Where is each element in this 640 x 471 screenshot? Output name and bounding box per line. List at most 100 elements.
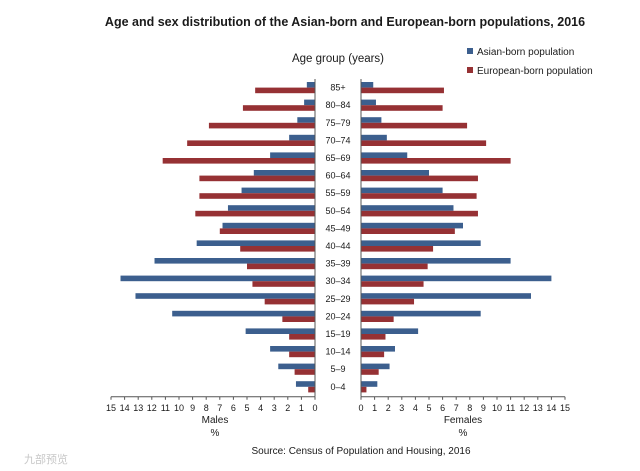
legend-label-asian: Asian-born population (477, 47, 574, 58)
bar-asian-male (306, 82, 315, 88)
bar-asian-male (253, 170, 315, 176)
bar-european-male (219, 228, 315, 234)
males-tick-label: 6 (231, 403, 236, 413)
females-tick-label: 10 (492, 403, 502, 413)
bar-european-male (208, 122, 315, 129)
bar-european-female (361, 334, 386, 340)
age-group-label: 15–19 (325, 329, 350, 339)
bar-asian-female (361, 240, 481, 246)
bar-asian-female (361, 222, 463, 229)
age-group-label: 50–54 (325, 206, 350, 216)
bar-european-male (199, 175, 315, 182)
males-tick-label: 7 (217, 403, 222, 413)
females-tick-label: 14 (546, 403, 556, 413)
females-axis-unit: % (459, 428, 468, 439)
legend-swatch-asian (467, 48, 473, 54)
bar-asian-female (361, 328, 419, 334)
bar-asian-male (270, 152, 315, 158)
bar-european-female (361, 386, 367, 393)
chart-title: Age and sex distribution of the Asian-bo… (105, 15, 585, 29)
age-group-label: 40–44 (325, 241, 350, 251)
males-tick-label: 14 (120, 403, 130, 413)
age-group-label: 60–64 (325, 171, 350, 181)
bar-asian-female (361, 170, 429, 176)
males-tick-label: 4 (258, 403, 263, 413)
bar-asian-female (361, 134, 387, 141)
age-labels-group: 85+ 80–84 75–79 70–74 65–69 60–64 55–59 50–54 45… (325, 83, 350, 392)
females-tick-label: 15 (560, 403, 570, 413)
bar-european-female (361, 210, 478, 217)
bar-asian-male (270, 346, 315, 352)
males-tick-label: 0 (312, 403, 317, 413)
legend-swatch-european (467, 67, 473, 73)
bar-asian-male (289, 134, 315, 141)
age-group-label: 5–9 (330, 364, 345, 374)
age-group-label: 0–4 (330, 382, 345, 392)
bar-asian-female (361, 293, 531, 299)
bar-european-female (361, 228, 455, 234)
bar-asian-female (361, 187, 443, 194)
age-group-label: 85+ (330, 83, 345, 93)
females-tick-label: 6 (440, 403, 445, 413)
bar-asian-male (172, 310, 315, 317)
bar-asian-male (120, 275, 316, 282)
bar-european-female (361, 316, 394, 322)
females-tick-label: 5 (426, 403, 431, 413)
age-group-label: 35–39 (325, 259, 350, 269)
bar-european-male (240, 246, 315, 252)
males-axis-unit: % (211, 428, 220, 439)
females-tick-label: 8 (467, 403, 472, 413)
age-group-label: 30–34 (325, 276, 350, 286)
bar-european-female (361, 298, 415, 305)
bar-asian-male (245, 328, 315, 334)
females-tick-label: 2 (386, 403, 391, 413)
age-group-label: 80–84 (325, 100, 350, 110)
bar-asian-male (135, 293, 315, 299)
bar-european-female (361, 122, 468, 129)
bar-asian-female (361, 99, 376, 106)
bar-asian-male (222, 222, 315, 229)
females-tick-label: 3 (399, 403, 404, 413)
bar-asian-female (361, 381, 378, 387)
bar-european-male (289, 334, 315, 340)
females-tick-label: 7 (454, 403, 459, 413)
bar-european-male (162, 158, 315, 164)
males-tick-label: 8 (204, 403, 209, 413)
bars-group (120, 82, 552, 393)
bar-european-male (289, 351, 315, 358)
males-axis-label: Males (202, 415, 229, 426)
bar-european-female (361, 87, 444, 94)
bar-asian-male (295, 381, 315, 387)
bar-european-male (308, 386, 315, 393)
bar-asian-female (361, 258, 511, 264)
bar-european-female (361, 175, 478, 182)
females-tick-label: 11 (506, 403, 515, 413)
bar-asian-female (361, 310, 481, 317)
bar-european-male (294, 369, 315, 375)
age-group-label: 70–74 (325, 135, 350, 145)
bar-asian-female (361, 205, 454, 211)
legend: Asian-born population European-born popu… (467, 47, 593, 77)
bar-european-male (199, 193, 315, 199)
bar-european-female (361, 105, 443, 111)
females-axis-label: Females (444, 415, 482, 426)
age-group-label: 45–49 (325, 223, 350, 233)
bar-asian-female (361, 152, 408, 158)
bar-european-female (361, 158, 511, 164)
age-group-label: 10–14 (325, 347, 350, 357)
bar-asian-female (361, 82, 374, 88)
bar-asian-female (361, 346, 395, 352)
females-tick-label: 1 (372, 403, 377, 413)
males-tick-label: 11 (161, 403, 170, 413)
males-tick-label: 2 (285, 403, 290, 413)
bar-asian-male (297, 117, 315, 123)
age-group-axis-label: Age group (years) (292, 53, 384, 65)
bar-european-female (361, 369, 379, 375)
bar-european-male (195, 210, 315, 217)
bar-european-female (361, 281, 424, 287)
age-group-label: 75–79 (325, 118, 350, 128)
males-tick-label: 15 (106, 403, 116, 413)
age-group-label: 20–24 (325, 311, 350, 321)
